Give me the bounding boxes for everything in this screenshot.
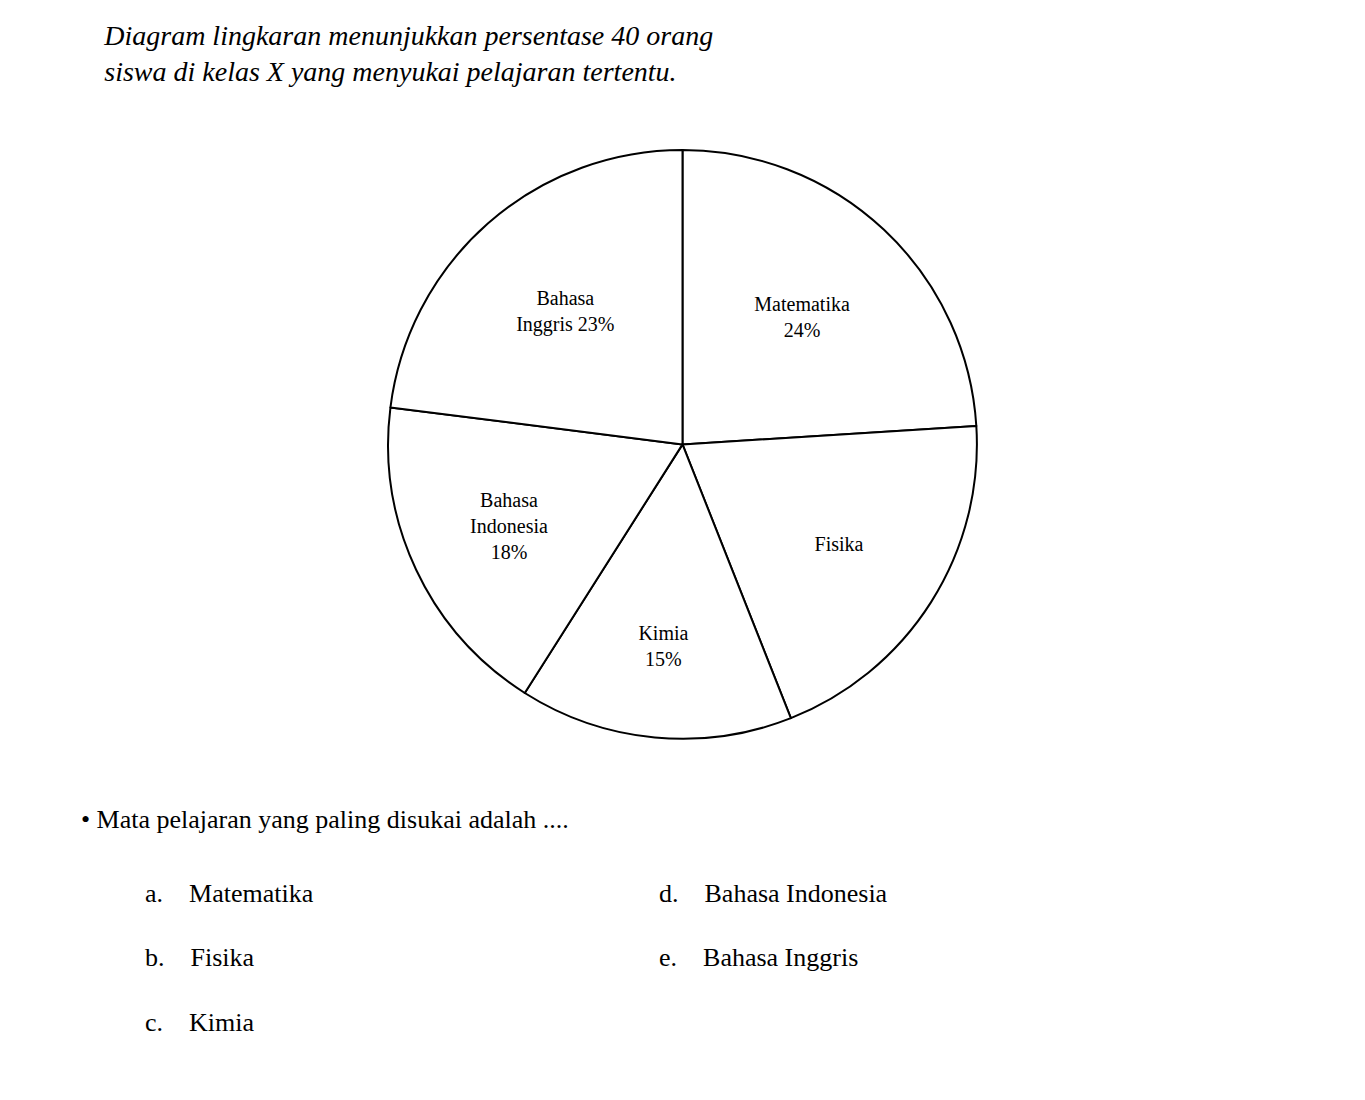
svg-text:• Mata pelajaran yang paling d: • Mata pelajaran yang paling disukai ada…: [81, 805, 569, 834]
svg-text:Diagram lingkaran menunjukkan: Diagram lingkaran menunjukkan persentase…: [103, 20, 713, 87]
svg-text:Kimia15%: Kimia15%: [638, 622, 688, 670]
svg-text:Matematika24%: Matematika24%: [754, 293, 850, 341]
svg-text:c. Kimia: c. Kimia: [145, 1008, 254, 1037]
svg-text:BahasaIndonesia18%: BahasaIndonesia18%: [470, 489, 548, 563]
svg-text:e. Bahasa Inggris: e. Bahasa Inggris: [659, 943, 858, 972]
svg-text:Fisika: Fisika: [815, 533, 864, 555]
svg-text:d. Bahasa Indonesia: d. Bahasa Indonesia: [659, 879, 888, 908]
svg-text:b. Fisika: b. Fisika: [145, 943, 255, 972]
svg-text:BahasaInggris 23%: BahasaInggris 23%: [516, 287, 614, 336]
svg-text:a. Matematika: a. Matematika: [145, 879, 314, 908]
